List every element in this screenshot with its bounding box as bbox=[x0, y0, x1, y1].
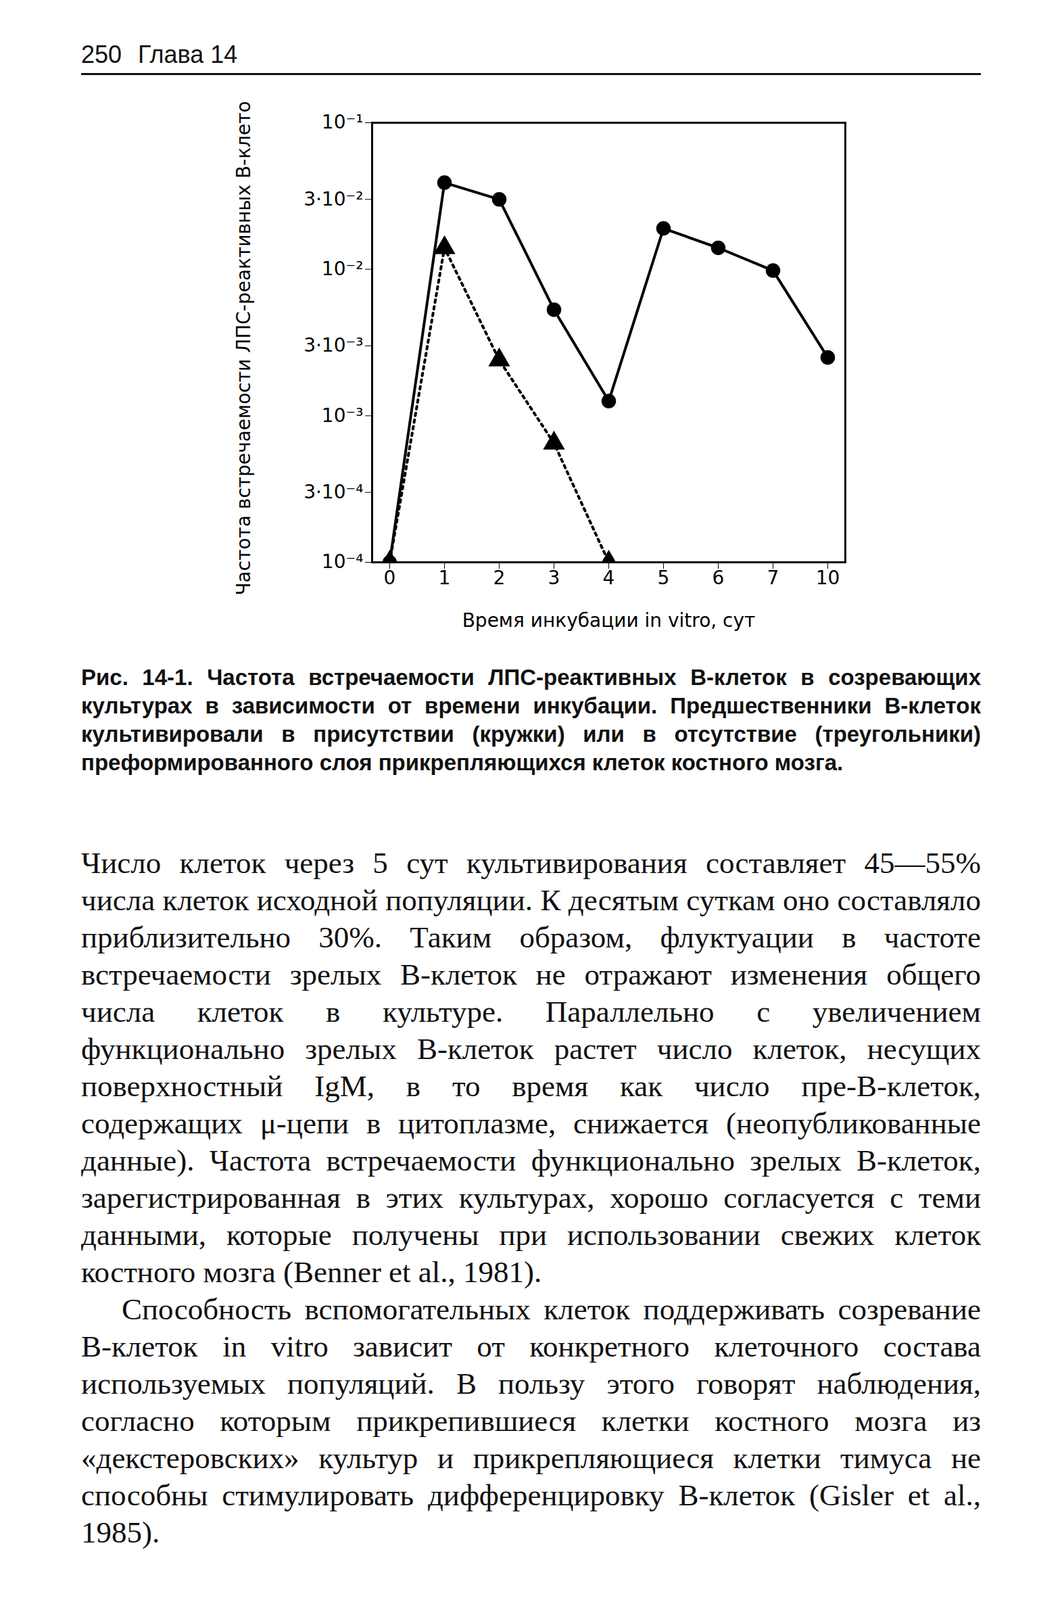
svg-text:6: 6 bbox=[712, 566, 725, 589]
svg-text:3·10⁻⁴: 3·10⁻⁴ bbox=[303, 480, 364, 503]
svg-text:10⁻²: 10⁻² bbox=[321, 257, 364, 280]
svg-text:3: 3 bbox=[548, 566, 561, 589]
svg-text:3·10⁻²: 3·10⁻² bbox=[303, 187, 364, 211]
svg-text:7: 7 bbox=[767, 566, 780, 589]
svg-text:5: 5 bbox=[657, 566, 670, 589]
html-text:Число клеток через 5 сут культ: Число клеток через 5 сут культивирования… bbox=[81, 845, 981, 1289]
html-text:Глава 14: Глава 14 bbox=[137, 40, 238, 69]
svg-text:1: 1 bbox=[438, 566, 451, 589]
svg-text:Частота встречаемости ЛПС-реак: Частота встречаемости ЛПС-реактивных В-к… bbox=[232, 102, 255, 596]
html-text:Способность вспомогательных кл: Способность вспомогательных клеток подде… bbox=[81, 1291, 981, 1549]
svg-text:4: 4 bbox=[602, 566, 616, 589]
html-text:Рис. 14-1. Частота встречаемос: Рис. 14-1. Частота встречаемости ЛПС-реа… bbox=[81, 664, 981, 775]
svg-text:10⁻¹: 10⁻¹ bbox=[321, 110, 364, 134]
svg-text:0: 0 bbox=[383, 566, 397, 589]
html-text:250: 250 bbox=[81, 40, 122, 69]
svg-text:2: 2 bbox=[493, 566, 506, 589]
svg-text:10⁻³: 10⁻³ bbox=[321, 404, 364, 427]
svg-text:10⁻⁴: 10⁻⁴ bbox=[321, 550, 364, 573]
svg-text:Время инкубации in vitro, сут: Время инкубации in vitro, сут bbox=[462, 609, 756, 632]
svg-text:3·10⁻³: 3·10⁻³ bbox=[303, 333, 364, 357]
svg-text:10: 10 bbox=[815, 566, 841, 589]
